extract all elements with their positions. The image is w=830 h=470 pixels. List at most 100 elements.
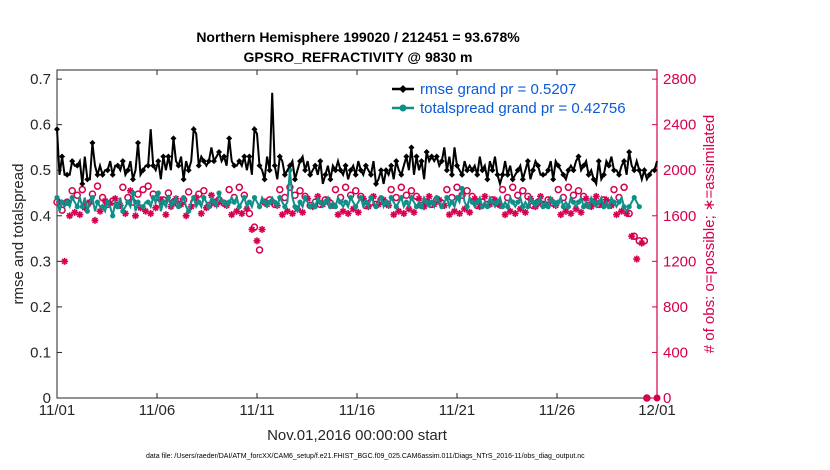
rmse-point: [570, 167, 577, 174]
rmse-point: [367, 171, 374, 178]
rmse-point: [64, 171, 71, 178]
rmse-point: [438, 158, 445, 165]
totalspread-point: [292, 204, 298, 210]
totalspread-point: [221, 199, 227, 205]
rmse-point: [155, 158, 162, 165]
rmse-point: [403, 153, 410, 160]
obs-possible-point: [296, 186, 304, 195]
totalspread-point: [140, 204, 146, 210]
legend-spread-label: totalspread grand pr = 0.42756: [420, 100, 626, 117]
totalspread-point: [99, 204, 106, 210]
totalspread-point: [125, 199, 131, 205]
totalspread-point: [494, 199, 501, 205]
rmse-point: [636, 167, 643, 174]
obs-possible-point: [235, 183, 244, 192]
obs-assimilated-point: [592, 192, 600, 200]
totalspread-point: [186, 208, 192, 214]
obs-possible-point: [139, 185, 147, 194]
totalspread-point: [105, 199, 111, 205]
rmse-point: [266, 167, 273, 174]
obs-possible-point: [443, 185, 451, 194]
totalspread-point: [444, 194, 450, 201]
obs-possible-point: [508, 183, 517, 192]
totalspread-point: [373, 204, 379, 210]
obs-zero-point: [653, 394, 661, 402]
y-left-tick-label: 0.2: [30, 299, 51, 316]
totalspread-point: [510, 199, 516, 205]
totalspread-point: [246, 199, 253, 205]
obs-possible-point: [341, 183, 350, 192]
totalspread-point: [499, 204, 506, 210]
totalspread-point: [322, 199, 328, 205]
totalspread-point: [358, 194, 364, 201]
rmse-point: [550, 176, 557, 183]
obs-assimilated-point: [91, 216, 99, 224]
totalspread-point: [464, 204, 470, 210]
totalspread-point: [525, 204, 531, 210]
obs-possible-point: [519, 186, 527, 195]
obs-assimilated-point: [162, 211, 170, 219]
obs-assimilated-point: [152, 204, 160, 212]
totalspread-point: [469, 199, 475, 205]
rmse-point: [423, 149, 430, 155]
rmse-point: [631, 167, 638, 174]
obs-assimilated-point: [521, 208, 529, 216]
rmse-point: [246, 153, 253, 160]
obs-assimilated-point: [633, 255, 641, 263]
rmse-point: [145, 162, 152, 169]
totalspread-point: [626, 204, 632, 210]
rmse-point: [180, 176, 187, 183]
obs-possible-point: [397, 183, 406, 192]
obs-possible-point: [144, 182, 152, 190]
obs-assimilated-point: [334, 211, 342, 219]
rmse-point: [372, 180, 379, 187]
totalspread-point: [596, 199, 602, 205]
rmse-point: [347, 167, 354, 174]
obs-assimilated-point: [410, 208, 418, 216]
x-tick-label: 11/11: [239, 402, 274, 419]
y-left-tick-label: 0.5: [30, 162, 51, 179]
y-left-tick-label: 0.7: [30, 71, 51, 88]
rmse-point: [479, 167, 486, 174]
totalspread-point: [565, 204, 571, 210]
obs-assimilated-point: [481, 192, 489, 200]
totalspread-point: [570, 199, 577, 205]
totalspread-point: [69, 194, 75, 201]
rmse-point: [504, 171, 511, 178]
totalspread-point: [393, 204, 399, 210]
obs-assimilated-point: [147, 210, 155, 217]
totalspread-point: [196, 199, 202, 205]
rmse-point: [459, 171, 466, 178]
obs-possible-point: [351, 186, 360, 195]
obs-possible-point: [255, 246, 264, 254]
rmse-point: [519, 176, 526, 183]
totalspread-point: [515, 199, 521, 205]
rmse-point: [94, 171, 101, 178]
obs-possible-point: [402, 191, 411, 200]
totalspread-point: [545, 204, 551, 210]
rmse-point: [84, 176, 91, 183]
y-axis-right-label: # of obs: o=possible; ∗=assimilated: [701, 115, 718, 354]
obs-assimilated-point: [612, 211, 620, 219]
totalspread-point: [130, 190, 136, 196]
rmse-point: [185, 167, 192, 174]
obs-assimilated-point: [238, 210, 246, 217]
totalspread-point: [170, 199, 177, 205]
totalspread-point: [317, 199, 323, 205]
rmse-point: [357, 167, 364, 174]
obs-possible-point: [514, 191, 522, 200]
totalspread-point: [348, 194, 354, 201]
rmse-point: [312, 162, 319, 169]
totalspread-point: [439, 204, 445, 210]
rmse-point: [124, 167, 131, 174]
totalspread-point: [601, 204, 607, 210]
rmse-point: [165, 153, 172, 160]
rmse-point: [195, 162, 202, 169]
obs-possible-point: [569, 191, 578, 200]
totalspread-point: [580, 204, 587, 210]
y-left-tick-label: 0.1: [30, 344, 51, 361]
obs-possible-point: [498, 185, 507, 194]
rmse-point: [509, 176, 516, 183]
rmse-point: [74, 162, 81, 169]
rmse-point: [428, 153, 435, 160]
